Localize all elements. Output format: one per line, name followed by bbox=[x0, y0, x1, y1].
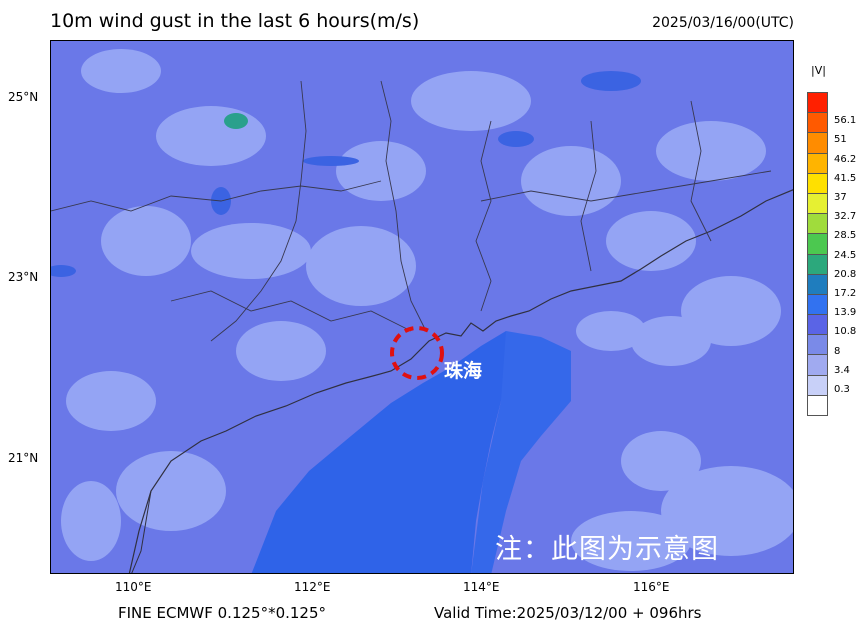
lat-label-23: 23°N bbox=[8, 270, 39, 284]
colorbar-level-label: 17.2 bbox=[834, 288, 857, 299]
colorbar-level-label: 46.2 bbox=[834, 153, 857, 165]
colorbar-swatch bbox=[807, 152, 828, 173]
colorbar-level-label: 41.5 bbox=[834, 172, 857, 184]
coastline bbox=[128, 189, 793, 573]
chart-title: 10m wind gust in the last 6 hours(m/s) bbox=[50, 10, 420, 32]
issue-datetime: 2025/03/16/00(UTC) bbox=[652, 15, 794, 31]
colorbar-swatch bbox=[807, 354, 828, 375]
lon-label-116: 116°E bbox=[633, 580, 670, 594]
colorbar-swatch bbox=[807, 192, 828, 214]
map-panel[interactable] bbox=[50, 40, 794, 574]
colorbar-level-label: 28.5 bbox=[834, 230, 857, 242]
lon-label-114: 114°E bbox=[463, 580, 500, 594]
valid-time: Valid Time:2025/03/12/00 + 096hrs bbox=[434, 604, 702, 622]
colorbar-level-label: 51 bbox=[834, 134, 847, 146]
colorbar-swatch bbox=[807, 92, 828, 113]
colorbar-level-label: 8 bbox=[834, 345, 841, 357]
admin-boundaries bbox=[51, 80, 772, 342]
colorbar-level-label: 13.9 bbox=[834, 307, 857, 319]
zhuhai-highlight-circle bbox=[390, 326, 444, 380]
colorbar-level-label: 24.5 bbox=[834, 249, 857, 261]
colorbar-level-label: 56.1 bbox=[834, 115, 857, 127]
colorbar-unit: |V| bbox=[811, 64, 826, 77]
colorbar-swatch bbox=[807, 394, 828, 416]
colorbar-swatch bbox=[807, 293, 828, 315]
sea-area bbox=[251, 331, 513, 573]
schematic-note: 注：此图为示意图 bbox=[495, 534, 719, 565]
colorbar-swatch bbox=[807, 374, 828, 395]
higher-gust-patches bbox=[51, 71, 641, 277]
zhuhai-label: 珠海 bbox=[444, 360, 483, 382]
wind-gust-map bbox=[51, 41, 793, 573]
sea-area-east bbox=[471, 331, 571, 573]
colorbar-level-label: 37 bbox=[834, 192, 847, 203]
colorbar-level-label: 0.3 bbox=[834, 384, 850, 395]
lon-label-112: 112°E bbox=[294, 580, 331, 594]
lat-label-25: 25°N bbox=[8, 90, 39, 104]
low-gust-patches bbox=[61, 49, 793, 571]
colorbar-swatch bbox=[807, 112, 828, 133]
colorbar-level-label: 3.4 bbox=[834, 364, 850, 376]
lat-label-21: 21°N bbox=[8, 451, 39, 465]
colorbar-swatch bbox=[807, 253, 828, 274]
model-label: FINE ECMWF 0.125°*0.125° bbox=[118, 604, 327, 622]
colorbar-level-label: 32.7 bbox=[834, 211, 857, 223]
colorbar bbox=[807, 92, 828, 416]
colorbar-swatch bbox=[807, 172, 828, 193]
peninsula bbox=[131, 490, 152, 573]
colorbar-level-label: 10.8 bbox=[834, 326, 857, 338]
colorbar-swatch bbox=[807, 273, 828, 294]
colorbar-swatch bbox=[807, 334, 828, 355]
colorbar-swatch bbox=[807, 213, 828, 234]
colorbar-swatch bbox=[807, 314, 828, 335]
colorbar-level-label: 20.8 bbox=[834, 268, 857, 280]
lon-label-110: 110°E bbox=[115, 580, 152, 594]
colorbar-swatch bbox=[807, 233, 828, 254]
colorbar-swatch bbox=[807, 132, 828, 153]
